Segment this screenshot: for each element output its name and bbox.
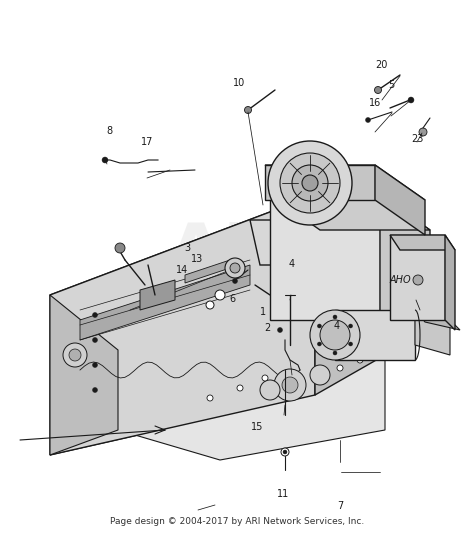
Text: 1: 1 bbox=[260, 308, 266, 317]
Circle shape bbox=[115, 243, 125, 253]
Circle shape bbox=[63, 343, 87, 367]
Polygon shape bbox=[270, 195, 430, 230]
Polygon shape bbox=[250, 220, 430, 265]
Circle shape bbox=[206, 301, 214, 309]
Text: AHO: AHO bbox=[389, 275, 411, 285]
Circle shape bbox=[207, 395, 213, 401]
Polygon shape bbox=[118, 355, 385, 460]
Circle shape bbox=[268, 141, 352, 225]
Text: 16: 16 bbox=[369, 98, 382, 107]
Circle shape bbox=[92, 363, 98, 367]
Circle shape bbox=[92, 388, 98, 392]
Polygon shape bbox=[50, 295, 118, 455]
Text: 4: 4 bbox=[334, 321, 339, 331]
Circle shape bbox=[283, 450, 287, 454]
Circle shape bbox=[408, 97, 414, 103]
Circle shape bbox=[102, 157, 108, 163]
Polygon shape bbox=[185, 260, 230, 283]
Circle shape bbox=[281, 448, 289, 456]
Polygon shape bbox=[80, 265, 250, 340]
Polygon shape bbox=[50, 355, 385, 455]
Circle shape bbox=[292, 165, 328, 201]
Circle shape bbox=[280, 153, 340, 213]
Text: 10: 10 bbox=[233, 78, 246, 88]
Polygon shape bbox=[415, 310, 460, 330]
Circle shape bbox=[374, 87, 382, 93]
Text: 2: 2 bbox=[264, 324, 271, 333]
Circle shape bbox=[302, 175, 318, 191]
Circle shape bbox=[318, 342, 321, 346]
Polygon shape bbox=[380, 195, 430, 340]
Circle shape bbox=[337, 365, 343, 371]
Circle shape bbox=[260, 380, 280, 400]
Circle shape bbox=[320, 320, 350, 350]
Circle shape bbox=[215, 290, 225, 300]
Circle shape bbox=[225, 258, 245, 278]
Text: 8: 8 bbox=[106, 126, 112, 136]
Polygon shape bbox=[50, 195, 315, 455]
Circle shape bbox=[318, 324, 321, 328]
Polygon shape bbox=[315, 195, 385, 395]
Text: 11: 11 bbox=[277, 489, 290, 499]
Circle shape bbox=[310, 365, 330, 385]
Polygon shape bbox=[390, 235, 445, 320]
Text: 17: 17 bbox=[141, 137, 153, 146]
Circle shape bbox=[277, 327, 283, 333]
Text: ARI: ARI bbox=[168, 219, 306, 288]
Text: 14: 14 bbox=[176, 265, 189, 274]
Polygon shape bbox=[50, 195, 385, 350]
Polygon shape bbox=[335, 310, 415, 360]
Polygon shape bbox=[140, 280, 175, 310]
Circle shape bbox=[233, 279, 237, 284]
Text: 13: 13 bbox=[191, 254, 203, 264]
Polygon shape bbox=[270, 195, 380, 320]
Circle shape bbox=[282, 377, 298, 393]
Circle shape bbox=[413, 275, 423, 285]
Circle shape bbox=[348, 324, 353, 328]
Text: 7: 7 bbox=[337, 501, 344, 511]
Circle shape bbox=[333, 351, 337, 355]
Circle shape bbox=[365, 117, 371, 122]
Polygon shape bbox=[445, 235, 455, 330]
Text: 5: 5 bbox=[388, 81, 394, 90]
Circle shape bbox=[348, 342, 353, 346]
Circle shape bbox=[262, 375, 268, 381]
Circle shape bbox=[230, 263, 240, 273]
Circle shape bbox=[357, 357, 363, 363]
Text: 23: 23 bbox=[411, 134, 423, 144]
Circle shape bbox=[69, 349, 81, 361]
Circle shape bbox=[277, 302, 283, 308]
Polygon shape bbox=[265, 165, 425, 200]
Circle shape bbox=[237, 385, 243, 391]
Circle shape bbox=[277, 278, 283, 282]
Text: 6: 6 bbox=[229, 294, 235, 304]
Circle shape bbox=[92, 337, 98, 342]
Text: 3: 3 bbox=[184, 244, 190, 253]
Polygon shape bbox=[375, 165, 425, 235]
Text: 4: 4 bbox=[289, 260, 294, 269]
Polygon shape bbox=[265, 165, 375, 200]
Polygon shape bbox=[390, 235, 455, 250]
Circle shape bbox=[333, 315, 337, 319]
Text: 20: 20 bbox=[375, 60, 388, 70]
Text: Page design © 2004-2017 by ARI Network Services, Inc.: Page design © 2004-2017 by ARI Network S… bbox=[110, 517, 364, 526]
Circle shape bbox=[245, 106, 252, 114]
Circle shape bbox=[419, 128, 427, 136]
Text: 15: 15 bbox=[251, 422, 263, 432]
Circle shape bbox=[274, 369, 306, 401]
Polygon shape bbox=[415, 310, 450, 355]
Circle shape bbox=[310, 310, 360, 360]
Circle shape bbox=[92, 312, 98, 318]
